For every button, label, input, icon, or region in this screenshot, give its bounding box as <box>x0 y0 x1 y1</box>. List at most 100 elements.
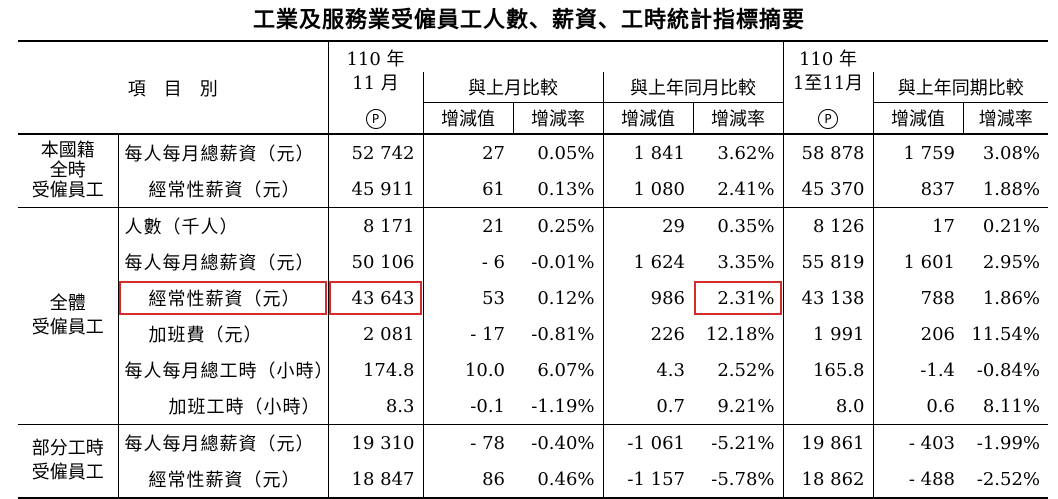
section-domestic: 本國籍 全時 受僱員工 <box>31 140 104 201</box>
table-row: 加班工時（小時） 8.3 -0.1 -1.19% 0.7 9.21% 8.0 0… <box>18 388 1048 425</box>
row-label: 經常性薪資（元） <box>117 171 328 208</box>
highlighted-cell-value: 43 643 <box>327 280 423 316</box>
cell-value: 0.13% <box>537 178 595 200</box>
cell-value: 2.95% <box>982 251 1040 273</box>
header-group-yoy: 與上年同月比較 <box>602 72 783 103</box>
cell-value: 12.18% <box>705 323 775 345</box>
header-rate: 增減率 <box>512 102 603 135</box>
row-label: 經常性薪資（元） <box>117 461 328 499</box>
cell-value: 8 171 <box>327 207 423 244</box>
header-p-mark: P <box>782 102 873 135</box>
cell-value: 837 <box>872 171 963 208</box>
cell-value: 17 <box>872 207 963 244</box>
row-label: 加班費（元） <box>117 316 328 352</box>
cell-value: 19 310 <box>327 424 423 461</box>
cell-value: -5.78% <box>693 461 783 499</box>
cell-value: 8.11% <box>982 395 1040 417</box>
highlighted-cell-value: 2.31% <box>693 280 783 316</box>
cell-value: 226 <box>602 316 693 352</box>
cell-value: 3.62% <box>717 142 775 164</box>
cell-value: 21 <box>422 207 513 244</box>
cell-value: 0.7 <box>602 388 693 425</box>
cell-value: 174.8 <box>327 352 423 388</box>
cell-value: 53 <box>422 280 513 316</box>
cell-value: 1 080 <box>602 171 693 208</box>
header-diff: 增減值 <box>422 102 513 135</box>
cell-value: 1 841 <box>602 134 693 171</box>
cell-value: 2.41% <box>717 178 775 200</box>
cell-value: -1.4 <box>872 352 963 388</box>
table-row: 經常性薪資（元） 43 643 53 0.12% 986 2.31% 43 13… <box>18 280 1048 316</box>
cell-value: 1.86% <box>982 287 1040 309</box>
section-part-time: 部分工時 受僱員工 <box>18 424 118 499</box>
header-item-column: 項 目 別 <box>18 40 328 134</box>
header-group-cum: 與上年同期比較 <box>872 72 1048 103</box>
cell-value: 8.3 <box>327 388 423 425</box>
cell-value: 0.6 <box>872 388 963 425</box>
cell-value: -1.19% <box>531 395 595 417</box>
cell-value: 45 370 <box>782 171 873 208</box>
table-row: 全體 受僱員工 人數（千人） 8 171 21 0.25% 29 0.35% 8… <box>18 207 1048 425</box>
cell-value: 1 991 <box>782 316 873 352</box>
cell-value: 29 <box>602 207 693 244</box>
cell-value: 1 601 <box>872 244 963 280</box>
cell-value: - 17 <box>422 316 513 352</box>
cell-value: 0.05% <box>537 142 595 164</box>
cell-value: 165.8 <box>782 352 873 388</box>
cell-value: 8.0 <box>782 388 873 425</box>
cell-value: 18 847 <box>327 461 423 499</box>
table-row: 本國籍 全時 受僱員工 每人每月總薪資（元） 52 742 27 0.05% 1… <box>18 134 1048 200</box>
cell-value: 52 742 <box>327 134 423 171</box>
cell-value: - 6 <box>422 244 513 280</box>
cell-value: 8 126 <box>782 207 873 244</box>
cell-value: - 403 <box>872 424 963 461</box>
cell-value: 55 819 <box>782 244 873 280</box>
cell-value: 206 <box>872 316 963 352</box>
header-rate: 增減率 <box>962 102 1048 135</box>
cell-value: 58 878 <box>782 134 873 171</box>
cell-value: 986 <box>602 280 693 316</box>
cell-value: 1 624 <box>602 244 693 280</box>
statistics-table: 項 目 別 110 年 11 月 110 年 1至11月 與上月比較 與上年同月… <box>18 40 1048 499</box>
cell-value: -1 061 <box>602 424 693 461</box>
cell-value: 2.52% <box>717 359 775 381</box>
header-month: 110 年 11 月 <box>327 40 423 103</box>
row-label: 每人每月總薪資（元） <box>117 424 328 461</box>
cell-value: -5.21% <box>693 424 783 461</box>
cell-value: 19 861 <box>782 424 873 461</box>
cell-value: 0.25% <box>513 207 603 244</box>
cell-value: 11.54% <box>971 323 1040 345</box>
row-label: 人數（千人） <box>117 207 328 244</box>
cell-value: -0.1 <box>422 388 513 425</box>
cell-value: 0.12% <box>537 287 595 309</box>
row-label: 每人每月總工時（小時） <box>117 352 333 388</box>
cell-value: 27 <box>422 134 513 171</box>
cell-value: 10.0 <box>422 352 513 388</box>
header-diff: 增減值 <box>602 102 693 135</box>
cell-value: 4.3 <box>602 352 693 388</box>
cell-value: -1 157 <box>602 461 693 499</box>
table-row: 經常性薪資（元） 45 911 61 0.13% 1 080 2.41% 45 … <box>18 171 1048 208</box>
header-rate: 增減率 <box>692 102 783 135</box>
cell-value: 45 911 <box>327 171 423 208</box>
cell-value: 50 106 <box>327 244 423 280</box>
table-row: 每人每月總工時（小時） 174.8 10.0 6.07% 4.3 2.52% 1… <box>18 352 1048 388</box>
cell-value: -0.81% <box>531 323 595 345</box>
header-cumulative: 110 年 1至11月 <box>782 40 873 103</box>
cell-value: 61 <box>422 171 513 208</box>
table-row: 加班費（元） 2 081 - 17 -0.81% 226 12.18% 1 99… <box>18 316 1048 352</box>
row-label: 每人每月總薪資（元） <box>117 134 328 171</box>
cell-value: 43 138 <box>782 280 873 316</box>
cell-value: 0.35% <box>693 207 783 244</box>
cell-value: 2 081 <box>327 316 423 352</box>
cell-value: 1 759 <box>872 134 963 171</box>
page-title: 工業及服務業受僱員工人數、薪資、工時統計指標摘要 <box>252 7 805 33</box>
cell-value: 0.46% <box>513 461 603 499</box>
section-all: 全體 受僱員工 <box>18 207 118 425</box>
table-row: 每人每月總薪資（元） 50 106 - 6 -0.01% 1 624 3.35%… <box>18 244 1048 280</box>
cell-value: 18 862 <box>782 461 873 499</box>
row-label: 加班工時（小時） <box>117 388 328 425</box>
cell-value: -0.40% <box>513 424 603 461</box>
cell-value: 1.88% <box>982 178 1040 200</box>
cell-value: 86 <box>422 461 513 499</box>
